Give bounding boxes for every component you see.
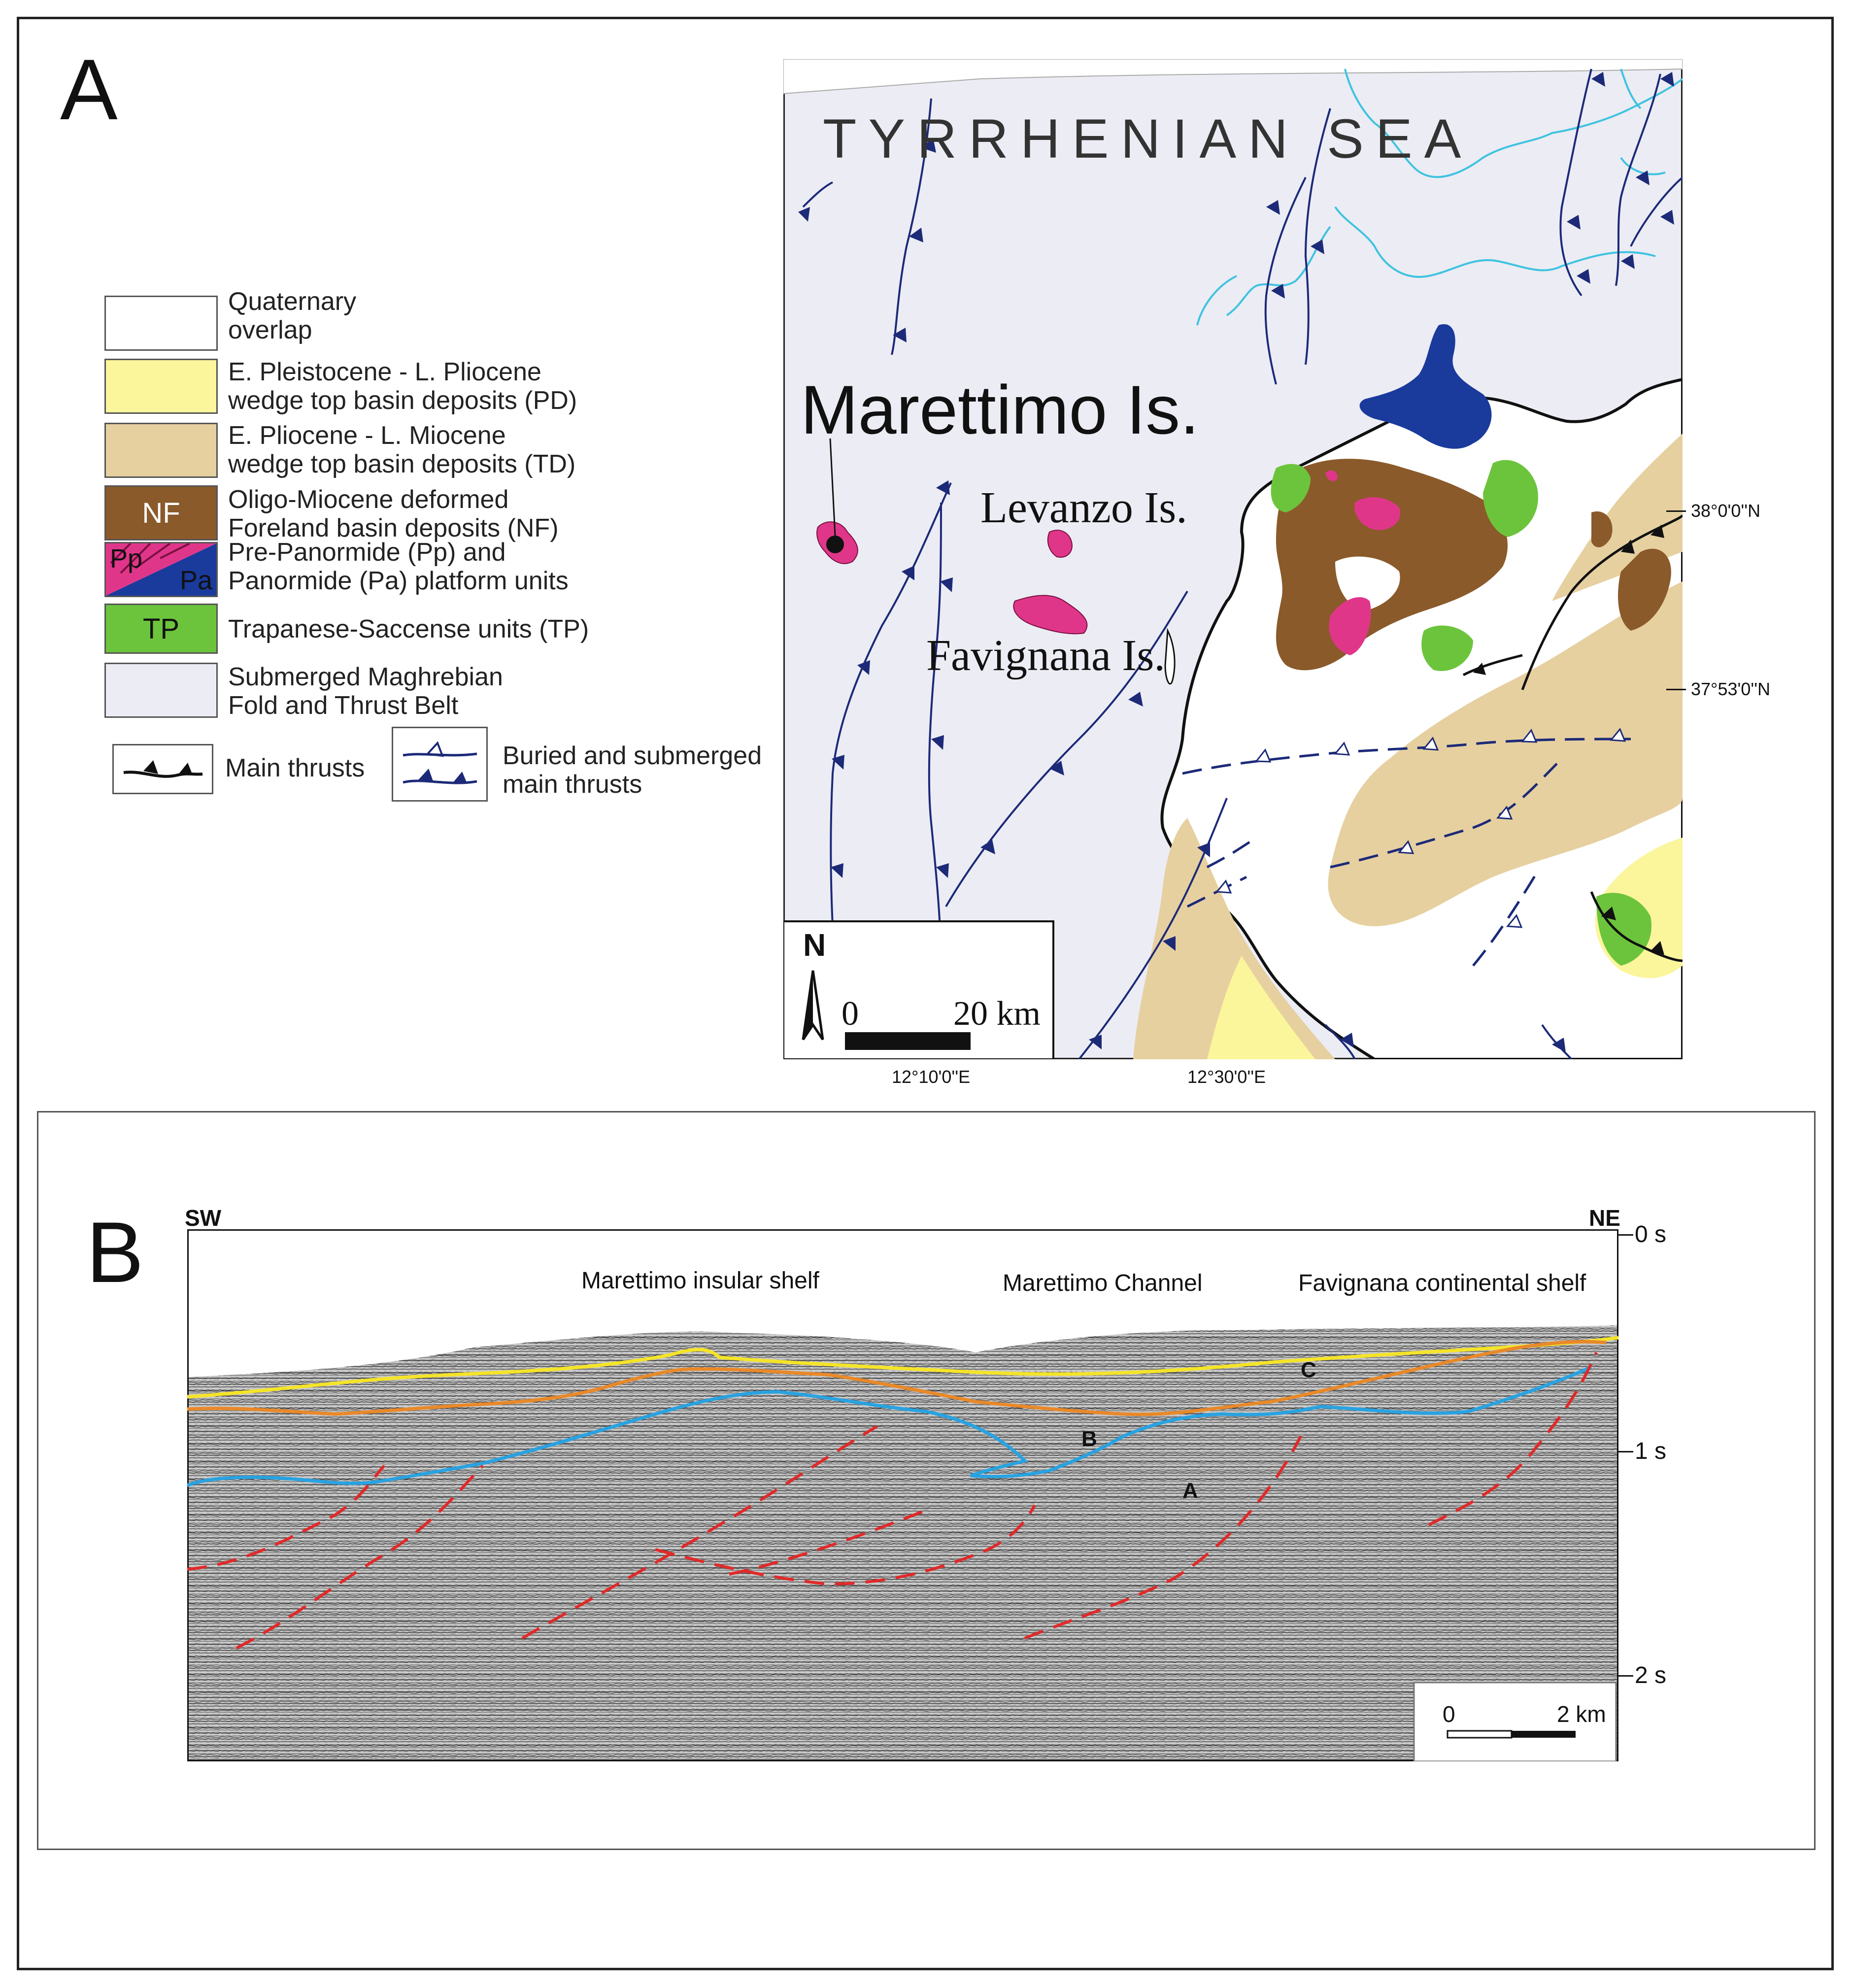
sea-label: TYRRHENIAN SEA [823, 108, 1473, 169]
legend-label-pp-pa: Pre-Panormide (Pp) and Panormide (Pa) pl… [228, 538, 569, 596]
legend-swatch-quaternary [104, 296, 218, 351]
nf-quaternary-patch [1335, 556, 1400, 611]
scale-inset [783, 920, 1054, 1059]
horizon-orange [187, 1340, 1607, 1416]
lat-tick-3753 [1666, 689, 1686, 690]
legend-swatch-tp: TP [104, 604, 218, 654]
legend-label-quaternary: Quaternary overlap [228, 287, 357, 345]
panel-a-letter: A [60, 42, 118, 138]
lat-tick-38 [1666, 510, 1686, 512]
feature-marettimo-channel: Marettimo Channel [1003, 1270, 1203, 1296]
lat-label-38: 38°0'0''N [1691, 501, 1761, 521]
time-tick-1 [1618, 1451, 1633, 1452]
horizon-label-c: C [1301, 1358, 1316, 1382]
legend-swatch-pp-text: Pp [110, 544, 143, 573]
legend-label-nf: Oligo-Miocene deformed Foreland basin de… [228, 485, 559, 543]
td-deposits [1328, 581, 1683, 926]
buried-thrusts [1182, 738, 1631, 967]
marettimo-leader-line [829, 438, 836, 536]
legend-label-tp: Trapanese-Saccense units (TP) [228, 615, 589, 643]
legend-label-pd: E. Pleistocene - L. Pliocene wedge top b… [228, 358, 577, 415]
feature-marettimo-insular-shelf: Marettimo insular shelf [581, 1268, 820, 1294]
time-tick-0 [1618, 1234, 1633, 1236]
time-label-1s: 1 s [1635, 1438, 1667, 1464]
legend-label-submerged: Submerged Maghrebian Fold and Thrust Bel… [228, 663, 503, 720]
coastal-islet [1164, 628, 1176, 685]
pd-deposits-south [1207, 956, 1315, 1059]
scale-end-label: 20 km [953, 995, 1041, 1033]
buried-thrust-teeth [1215, 728, 1626, 928]
tp-unit-1 [1271, 464, 1311, 512]
lon-label-1210: 12°10'0''E [892, 1067, 971, 1087]
legend-swatch-nf: NF [104, 485, 218, 540]
seismic-profile: C B A Marettimo insular shelf Marettimo … [187, 1229, 1618, 1761]
map-scale-bar [845, 1032, 971, 1050]
td-deposits-south [1133, 818, 1335, 1059]
legend-label-main-thrusts: Main thrusts [225, 754, 365, 782]
legend-swatch-pd [104, 359, 218, 414]
horizon-yellow [187, 1336, 1618, 1399]
submerged-thrusts [802, 68, 1683, 1059]
favignana-label: Favignana Is. [926, 631, 1165, 680]
profile-scale-start: 0 [1443, 1701, 1455, 1727]
legend-label-buried-thrusts: Buried and submerged main thrusts [503, 741, 762, 799]
north-label: N [803, 927, 826, 963]
faults [187, 1351, 1598, 1650]
scale-start-label: 0 [842, 995, 859, 1033]
time-tick-2 [1618, 1675, 1633, 1677]
horizon-label-a: A [1182, 1479, 1198, 1503]
panel-b-frame [37, 1111, 1816, 1850]
nf-deposits-east-2 [1591, 511, 1613, 547]
profile-ne-label: NE [1589, 1205, 1620, 1231]
legend-main-thrust-box [112, 744, 213, 794]
profile-scale-end: 2 km [1557, 1701, 1606, 1727]
tp-unit-3 [1421, 625, 1473, 671]
legend-swatch-pp-pa: Pp Pa [104, 542, 218, 597]
legend-swatch-pa-text: Pa [179, 566, 212, 595]
time-label-0s: 0 s [1635, 1221, 1667, 1247]
horizon-blue [187, 1365, 1592, 1487]
marettimo-island [816, 438, 858, 564]
lon-label-1230: 12°30'0''E [1187, 1067, 1266, 1087]
main-thrusts-onland [1462, 514, 1683, 962]
geologic-map: TYRRHENIAN SEA Marettimo Is. Levanzo Is.… [783, 59, 1683, 1059]
profile-sw-label: SW [185, 1205, 222, 1231]
horizon-label-b: B [1081, 1427, 1097, 1451]
favignana-island [1013, 595, 1088, 635]
pp-platform-3 [1325, 470, 1338, 481]
figure-frame [17, 17, 1834, 1970]
submerged-thrust-teeth [798, 72, 1674, 1052]
map-rivers [1196, 68, 1683, 326]
lat-label-3753: 37°53'0''N [1691, 679, 1771, 699]
main-thrust-symbol [123, 760, 203, 778]
time-label-2s: 2 s [1635, 1662, 1667, 1688]
legend-buried-thrust-box [392, 727, 488, 802]
feature-favignana-continental-shelf: Favignana continental shelf [1298, 1270, 1586, 1296]
panel-b-letter: B [86, 1205, 144, 1301]
legend-swatch-submerged [104, 663, 218, 718]
levanzo-label: Levanzo Is. [980, 483, 1187, 532]
profile-scale-inset [1413, 1682, 1617, 1761]
marettimo-dot [826, 536, 844, 553]
legend-swatch-td [104, 423, 218, 478]
pa-platform [1359, 324, 1492, 449]
buried-thrust-symbol [403, 741, 477, 784]
pp-platform-2 [1329, 597, 1371, 655]
main-thrust-teeth [1473, 525, 1664, 955]
pp-platform-1 [1354, 497, 1400, 530]
tp-unit-2 [1483, 460, 1538, 537]
nf-deposits-east [1618, 548, 1671, 631]
marettimo-label: Marettimo Is. [801, 371, 1199, 448]
profile-scale-bar [1512, 1731, 1576, 1738]
levanzo-island [1047, 530, 1073, 558]
legend-label-td: E. Pliocene - L. Miocene wedge top basin… [228, 421, 576, 479]
